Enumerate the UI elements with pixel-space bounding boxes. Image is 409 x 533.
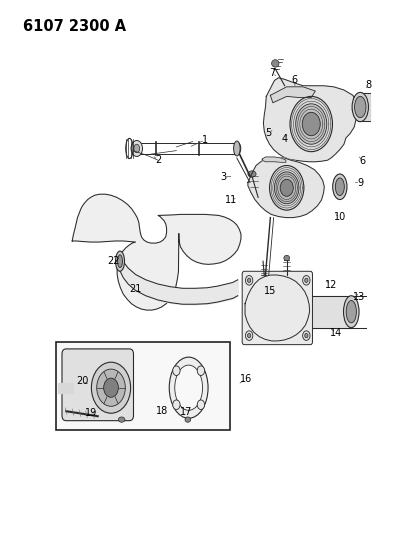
Ellipse shape <box>343 296 358 328</box>
Circle shape <box>279 179 292 196</box>
Circle shape <box>172 400 180 409</box>
Ellipse shape <box>354 96 365 118</box>
Ellipse shape <box>351 92 368 122</box>
Text: 7: 7 <box>269 68 275 78</box>
Text: 6107 2300 A: 6107 2300 A <box>23 19 126 34</box>
Text: 8: 8 <box>364 80 371 90</box>
Text: 14: 14 <box>329 328 341 338</box>
Polygon shape <box>262 157 285 163</box>
Text: 22: 22 <box>107 256 119 266</box>
Circle shape <box>274 172 298 204</box>
Circle shape <box>245 331 252 341</box>
FancyBboxPatch shape <box>62 349 133 421</box>
Text: 1: 1 <box>202 135 207 145</box>
Ellipse shape <box>118 417 125 422</box>
Text: 21: 21 <box>129 284 142 294</box>
Polygon shape <box>263 78 356 162</box>
Ellipse shape <box>247 171 256 177</box>
Circle shape <box>245 276 252 285</box>
Circle shape <box>269 165 303 210</box>
Text: 17: 17 <box>180 407 192 417</box>
Polygon shape <box>270 87 315 103</box>
Text: 5: 5 <box>265 127 271 138</box>
Circle shape <box>172 366 180 375</box>
Ellipse shape <box>233 141 240 156</box>
Text: 9: 9 <box>356 177 362 188</box>
Text: 18: 18 <box>155 406 168 416</box>
Polygon shape <box>308 296 351 328</box>
Polygon shape <box>247 158 324 217</box>
Polygon shape <box>357 93 370 122</box>
Circle shape <box>91 362 130 413</box>
Text: 2: 2 <box>155 155 161 165</box>
Text: 10: 10 <box>333 212 345 222</box>
Circle shape <box>301 112 319 136</box>
Text: 4: 4 <box>281 134 287 144</box>
Ellipse shape <box>184 417 190 422</box>
Circle shape <box>103 378 118 397</box>
Text: 16: 16 <box>239 374 252 384</box>
Circle shape <box>197 400 204 409</box>
Circle shape <box>247 278 250 282</box>
Text: 15: 15 <box>263 286 276 296</box>
Ellipse shape <box>345 301 355 323</box>
Text: 12: 12 <box>324 280 336 289</box>
Text: 3: 3 <box>220 172 226 182</box>
Ellipse shape <box>271 60 278 67</box>
FancyBboxPatch shape <box>242 271 312 345</box>
Ellipse shape <box>117 255 122 268</box>
Ellipse shape <box>115 251 124 271</box>
Text: 6: 6 <box>291 76 297 85</box>
Text: 11: 11 <box>225 195 237 205</box>
Text: 19: 19 <box>84 408 97 418</box>
Circle shape <box>197 366 204 375</box>
Circle shape <box>304 334 307 338</box>
Circle shape <box>302 331 309 341</box>
Text: 13: 13 <box>353 292 365 302</box>
FancyBboxPatch shape <box>56 342 229 430</box>
Ellipse shape <box>283 255 289 261</box>
Polygon shape <box>72 194 240 310</box>
Ellipse shape <box>169 357 207 418</box>
Text: 20: 20 <box>76 376 88 386</box>
Ellipse shape <box>234 143 240 155</box>
Circle shape <box>304 278 307 282</box>
Polygon shape <box>245 275 309 341</box>
Ellipse shape <box>174 365 202 410</box>
Ellipse shape <box>335 178 344 196</box>
Circle shape <box>295 104 326 144</box>
Circle shape <box>247 334 250 338</box>
Ellipse shape <box>134 144 139 153</box>
Polygon shape <box>58 383 73 393</box>
Circle shape <box>289 96 332 152</box>
Circle shape <box>97 369 125 406</box>
Text: 6: 6 <box>358 156 364 166</box>
Ellipse shape <box>131 141 142 157</box>
Circle shape <box>302 276 309 285</box>
Ellipse shape <box>332 174 346 199</box>
